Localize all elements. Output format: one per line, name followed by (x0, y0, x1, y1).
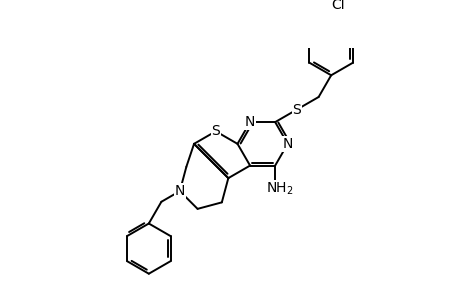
Text: NH$_2$: NH$_2$ (265, 181, 292, 197)
Text: N: N (244, 115, 255, 129)
Text: S: S (292, 103, 301, 117)
Text: N: N (174, 184, 185, 198)
Text: N: N (282, 137, 292, 151)
Text: Cl: Cl (330, 0, 344, 12)
Text: S: S (211, 124, 220, 138)
